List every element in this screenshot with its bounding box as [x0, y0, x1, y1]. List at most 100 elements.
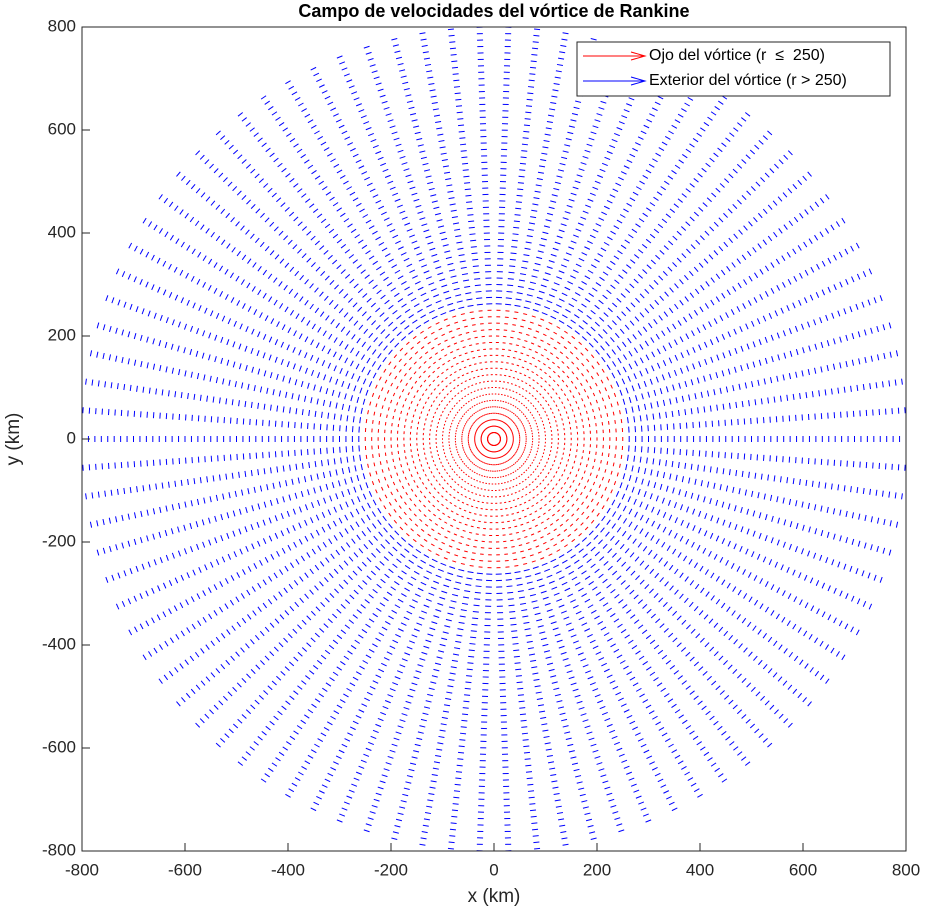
arrow	[746, 343, 750, 350]
arrow	[245, 365, 248, 372]
arrow	[684, 296, 689, 302]
arrow	[273, 572, 278, 579]
arrow	[292, 525, 296, 531]
arrow	[333, 535, 338, 541]
arrow	[544, 503, 547, 507]
arrow	[616, 127, 623, 131]
arrow	[736, 258, 741, 264]
arrow	[792, 478, 795, 485]
arrow	[571, 576, 578, 581]
arrow	[153, 312, 157, 319]
arrow	[427, 478, 430, 482]
arrow	[688, 558, 693, 565]
arrow	[623, 109, 630, 113]
arrow	[434, 662, 441, 666]
arrow	[250, 470, 253, 477]
arrow	[688, 394, 691, 401]
arrow	[322, 186, 328, 191]
arrow	[650, 337, 655, 343]
arrow	[372, 454, 374, 458]
arrow	[508, 426, 511, 429]
arrow	[478, 467, 481, 469]
arrow	[333, 506, 337, 513]
arrow	[452, 456, 454, 459]
arrow	[665, 460, 668, 467]
arrow	[471, 384, 474, 387]
arrow	[196, 593, 201, 600]
arrow	[715, 576, 720, 582]
arrow	[598, 390, 602, 394]
arrow	[475, 431, 477, 434]
arrow	[573, 460, 576, 464]
arrow	[397, 575, 404, 580]
arrow	[310, 339, 314, 346]
arrow	[444, 625, 451, 628]
arrow	[301, 647, 308, 652]
arrow	[609, 194, 616, 198]
arrow	[441, 237, 448, 241]
arrow	[700, 391, 703, 398]
arrow	[311, 703, 317, 708]
arrow	[515, 207, 522, 210]
arrow	[297, 477, 300, 484]
arrow	[567, 459, 570, 462]
arrow	[360, 518, 365, 524]
arrow	[413, 513, 417, 517]
arrow	[606, 519, 611, 525]
arrow	[515, 451, 517, 454]
arrow	[381, 387, 384, 392]
arrow	[704, 358, 708, 365]
arrow	[167, 481, 170, 488]
arrow	[453, 387, 456, 390]
arrow	[511, 411, 513, 414]
arrow	[605, 531, 610, 537]
arrow	[544, 272, 551, 276]
arrow	[519, 457, 521, 459]
arrow	[380, 711, 387, 716]
arrow	[250, 639, 255, 645]
arrow	[483, 462, 486, 464]
arrow	[423, 370, 426, 374]
arrow	[642, 546, 648, 552]
arrow	[521, 366, 525, 369]
arrow	[560, 538, 565, 542]
arrow	[308, 409, 311, 417]
arrow	[447, 345, 451, 348]
arrow	[564, 731, 571, 734]
arrow	[431, 420, 433, 423]
arrow	[475, 533, 479, 535]
arrow	[677, 198, 683, 203]
arrow	[523, 501, 527, 504]
arrow	[164, 341, 168, 348]
arrow	[464, 380, 467, 383]
arrow	[528, 453, 531, 456]
arrow	[678, 382, 681, 389]
arrow	[668, 342, 673, 349]
arrow	[507, 402, 510, 404]
arrow	[324, 295, 329, 301]
arrow	[159, 314, 163, 321]
arrow	[588, 530, 594, 536]
arrow	[502, 414, 505, 416]
arrow	[820, 505, 823, 512]
arrow	[554, 693, 561, 697]
arrow	[524, 247, 531, 250]
arrow	[669, 287, 674, 293]
arrow	[590, 563, 596, 569]
arrow	[524, 478, 527, 481]
arrow	[548, 508, 551, 512]
arrow	[310, 637, 316, 643]
arrow	[618, 176, 624, 181]
arrow	[514, 571, 521, 574]
arrow	[431, 253, 438, 257]
arrow	[646, 414, 648, 421]
arrow	[441, 410, 444, 413]
arrow	[581, 593, 587, 598]
arrow	[518, 393, 521, 396]
arrow	[272, 482, 275, 489]
arrow	[580, 162, 587, 165]
arrow	[401, 570, 407, 575]
arrow	[733, 328, 737, 335]
arrow	[771, 515, 774, 522]
arrow	[289, 464, 291, 471]
